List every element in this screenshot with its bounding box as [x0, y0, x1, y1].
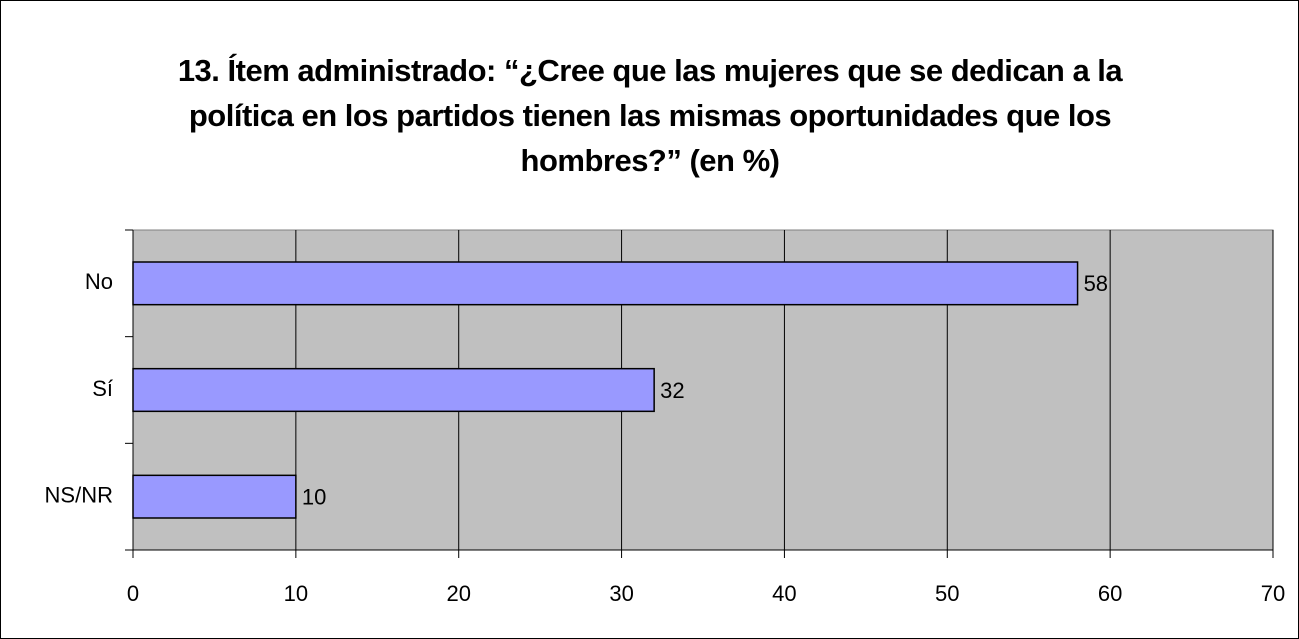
x-tick-label: 60 [1098, 581, 1122, 606]
x-tick-label: 40 [772, 581, 796, 606]
bar [132, 261, 1079, 306]
x-tick-label: 70 [1261, 581, 1285, 606]
y-tick-label: No [85, 269, 113, 294]
x-tick-label: 30 [609, 581, 633, 606]
x-tick-label: 10 [284, 581, 308, 606]
y-tick-label: Sí [92, 376, 113, 401]
x-tick-label: 50 [935, 581, 959, 606]
data-label: 58 [1084, 271, 1108, 296]
x-tick-label: 0 [127, 581, 139, 606]
x-tick-label: 20 [446, 581, 470, 606]
data-label: 32 [660, 378, 684, 403]
bar [132, 367, 655, 413]
y-tick-label: NS/NR [45, 482, 113, 507]
chart-title: 13. Ítem administrado: “¿Cree que las mu… [177, 53, 1123, 178]
data-label: 10 [302, 484, 326, 509]
bar [132, 474, 297, 519]
